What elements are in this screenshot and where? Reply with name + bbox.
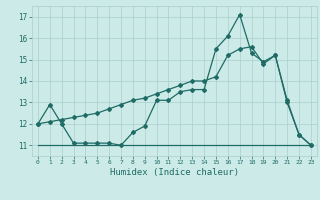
X-axis label: Humidex (Indice chaleur): Humidex (Indice chaleur)	[110, 168, 239, 177]
